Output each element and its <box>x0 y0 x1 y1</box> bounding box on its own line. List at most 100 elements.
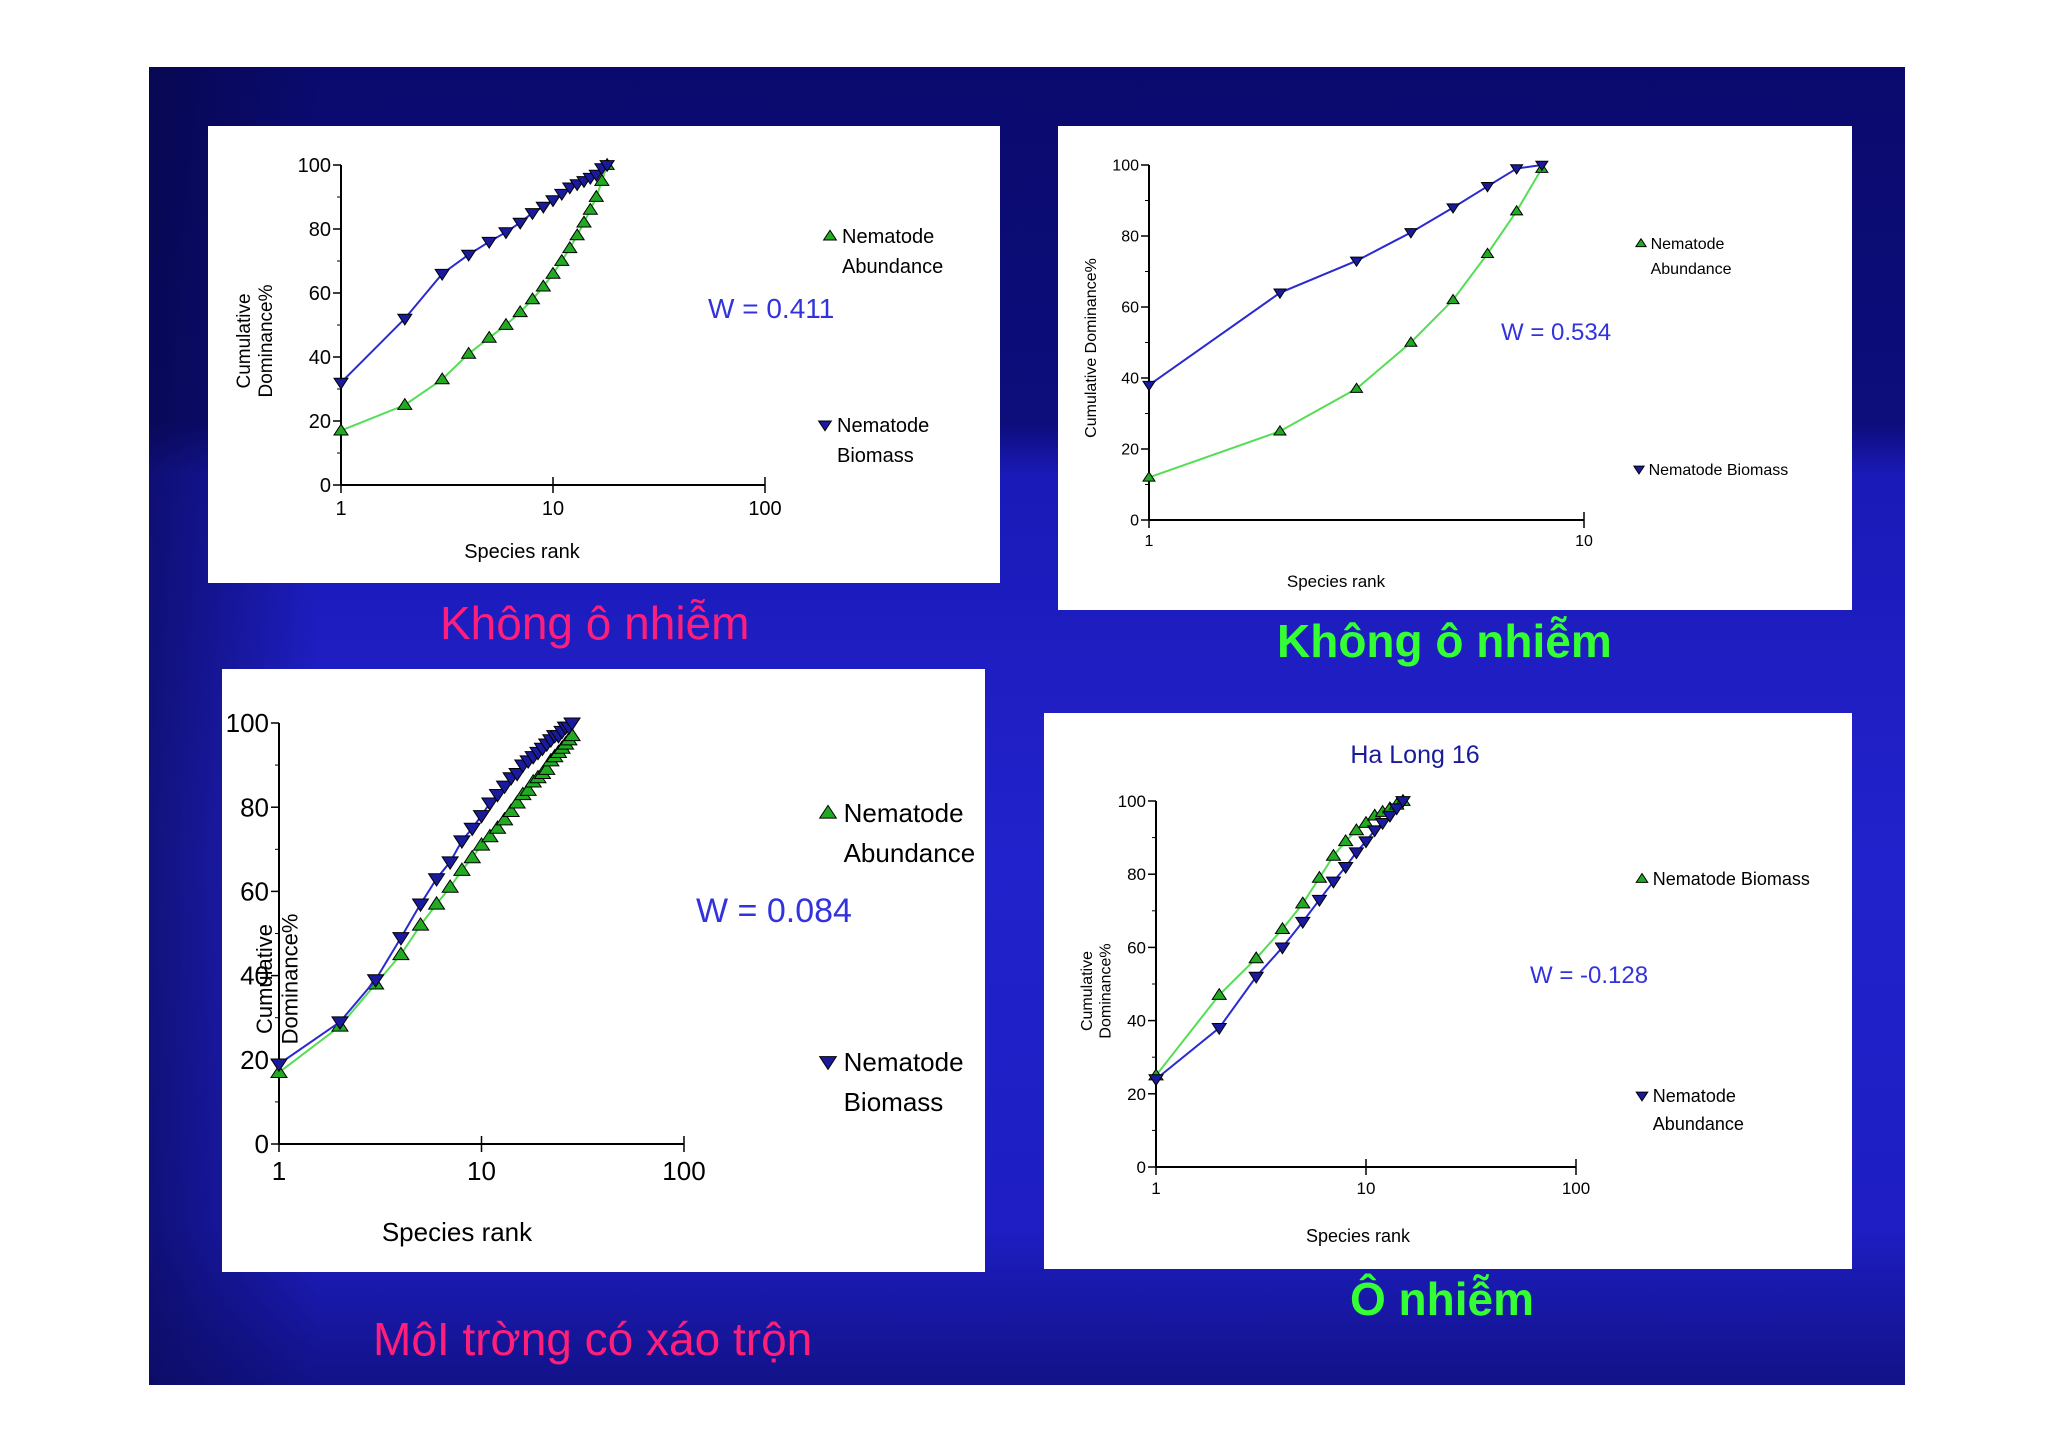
triangle-up-marker <box>553 253 570 266</box>
triangle-up-marker <box>1348 823 1365 836</box>
triangle-up-marker <box>1446 293 1460 305</box>
triangle-down-marker <box>1349 256 1364 268</box>
y-axis-label: Cumulative Dominance% <box>1079 943 1114 1038</box>
y-tick-label: 100 <box>226 708 269 738</box>
legend-marker-icon <box>818 804 838 819</box>
legend-label: Nematode <box>1653 1086 1736 1106</box>
y-tick-label: 20 <box>1121 442 1139 459</box>
triangle-down-marker <box>1403 228 1418 239</box>
triangle-up-marker <box>452 862 471 876</box>
chart-panel-top-right: 0 20 40 60 80 100 1 10 Species rank Cumulative Do… <box>1058 126 1852 610</box>
legend-label: Abundance <box>1651 261 1732 278</box>
chart-svg: 0 20 40 60 80 100 1 10 100 Species rank Cumulative… <box>226 708 976 1247</box>
w-statistic-label: W = 0.534 <box>1501 319 1611 346</box>
triangle-up-marker <box>519 782 538 796</box>
triangle-down-marker <box>508 767 527 782</box>
y-tick-label: 100 <box>1112 158 1139 175</box>
triangle-down-marker <box>1534 160 1549 172</box>
y-tick-label: 40 <box>1121 371 1139 388</box>
triangle-down-marker <box>512 217 529 230</box>
triangle-up-marker <box>1248 951 1265 964</box>
triangle-up-marker <box>512 304 529 318</box>
triangle-down-marker <box>1311 894 1328 908</box>
triangle-up-marker <box>508 794 527 809</box>
triangle-up-marker <box>472 836 491 851</box>
triangle-up-marker <box>333 423 349 436</box>
triangle-down-marker <box>1446 203 1460 214</box>
triangle-down-marker <box>1348 847 1365 860</box>
chart-panel-top-left: 0 20 40 60 80 100 1 10 100 Species rank Cumulative… <box>208 126 1000 583</box>
triangle-up-marker <box>1403 336 1418 347</box>
x-axis-label: Species rank <box>1306 1226 1411 1246</box>
y-tick-label: 100 <box>298 155 331 177</box>
triangle-down-marker <box>561 182 578 195</box>
chart-panel-bottom-left: 0 20 40 60 80 100 1 10 100 Species rank Cumulative… <box>222 669 985 1272</box>
y-tick-label: 60 <box>309 283 331 305</box>
triangle-up-marker <box>563 727 581 742</box>
y-tick-label: 40 <box>240 961 269 991</box>
triangle-up-marker <box>569 228 586 241</box>
triangle-down-marker <box>270 1058 288 1073</box>
triangle-up-marker <box>1480 247 1495 259</box>
triangle-up-marker <box>441 879 460 893</box>
x-tick-label: 100 <box>662 1156 705 1186</box>
triangle-down-marker <box>1382 810 1398 823</box>
triangle-up-marker <box>537 761 556 775</box>
y-tick-label: 20 <box>1127 1085 1146 1104</box>
legend-label: Nematode <box>837 415 929 437</box>
triangle-up-marker <box>545 266 561 279</box>
x-tick-label: 10 <box>1575 533 1593 550</box>
y-tick-label: 80 <box>240 792 269 822</box>
y-axis-label: Cumulative Dominance% <box>234 284 277 397</box>
x-axis-label: Species rank <box>1287 572 1386 591</box>
x-axis-label: Species rank <box>464 541 581 563</box>
x-tick-label: 1 <box>1151 1179 1160 1198</box>
w-statistic-label: W = 0.084 <box>696 892 852 930</box>
triangle-up-marker <box>396 397 413 410</box>
y-tick-label: 20 <box>309 411 331 433</box>
triangle-down-marker <box>391 932 410 946</box>
x-tick-label: 10 <box>1357 1179 1376 1198</box>
y-tick-label: 80 <box>1121 229 1139 246</box>
triangle-up-marker <box>1273 424 1287 436</box>
legend-marker-icon <box>822 229 838 241</box>
triangle-down-marker <box>333 377 349 390</box>
triangle-up-marker <box>481 330 498 343</box>
caption-bottom-right: Ô nhiễm <box>1350 1273 1535 1325</box>
triangle-down-marker <box>599 160 616 173</box>
triangle-up-marker <box>524 292 541 305</box>
y-tick-label: 100 <box>1118 792 1146 811</box>
y-axis-label-line: Dominance% <box>277 914 302 1045</box>
triangle-down-marker <box>1273 288 1287 300</box>
triangle-down-marker <box>1388 803 1405 816</box>
triangle-down-marker <box>495 780 514 795</box>
triangle-down-marker <box>1509 164 1524 175</box>
legend-label: Abundance <box>844 838 976 868</box>
y-tick-label: 20 <box>240 1045 269 1075</box>
triangle-down-marker <box>1148 1074 1164 1087</box>
triangle-down-marker <box>434 268 451 282</box>
y-tick-label: 60 <box>240 877 269 907</box>
legend-label: Abundance <box>1653 1114 1744 1134</box>
triangle-down-marker <box>1337 861 1354 875</box>
series-line <box>278 722 573 1065</box>
triangle-down-marker <box>427 873 446 887</box>
legend-marker-icon <box>818 1056 838 1071</box>
y-tick-label: 0 <box>1130 513 1139 530</box>
triangle-down-marker <box>480 797 499 812</box>
series-line <box>1148 168 1543 479</box>
triangle-up-marker <box>495 811 514 826</box>
legend-label: Biomass <box>844 1087 944 1117</box>
triangle-up-marker <box>498 317 514 330</box>
triangle-down-marker <box>535 201 552 214</box>
triangle-down-marker <box>1358 836 1374 849</box>
triangle-down-marker <box>545 195 561 208</box>
legend-label: Abundance <box>842 256 943 278</box>
triangle-down-marker <box>452 835 471 849</box>
triangle-down-marker <box>331 1016 349 1031</box>
triangle-down-marker <box>460 249 477 262</box>
triangle-up-marker <box>576 215 592 228</box>
y-axis-label-line: Cumulative <box>1079 951 1096 1031</box>
triangle-down-marker <box>1294 916 1311 929</box>
triangle-up-marker <box>593 173 610 186</box>
